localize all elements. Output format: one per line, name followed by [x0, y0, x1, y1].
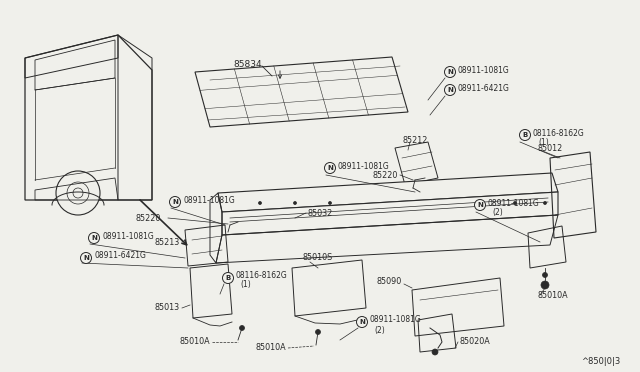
Circle shape	[432, 349, 438, 355]
Text: 85032: 85032	[308, 208, 333, 218]
Text: N: N	[327, 165, 333, 171]
Circle shape	[223, 273, 234, 283]
Circle shape	[541, 281, 549, 289]
Text: 85010A: 85010A	[538, 291, 568, 299]
Text: N: N	[447, 69, 453, 75]
Polygon shape	[218, 173, 558, 212]
Text: 85012: 85012	[538, 144, 563, 153]
Text: 85213: 85213	[155, 237, 180, 247]
Text: 85010A: 85010A	[179, 337, 210, 346]
Circle shape	[474, 199, 486, 211]
Circle shape	[520, 129, 531, 141]
Text: ^850|0|3: ^850|0|3	[580, 357, 620, 366]
Circle shape	[445, 84, 456, 96]
Circle shape	[170, 196, 180, 208]
Circle shape	[324, 163, 335, 173]
Text: N: N	[83, 255, 89, 261]
Circle shape	[316, 330, 321, 334]
Text: 85020A: 85020A	[460, 337, 491, 346]
Text: 08911-1081G: 08911-1081G	[183, 196, 235, 205]
Text: N: N	[477, 202, 483, 208]
Text: 08911-1081G: 08911-1081G	[338, 161, 390, 170]
Text: (2): (2)	[492, 208, 503, 217]
Circle shape	[239, 326, 244, 330]
Text: (2): (2)	[374, 326, 385, 334]
Text: 85212: 85212	[403, 135, 428, 144]
Circle shape	[81, 253, 92, 263]
Text: (1): (1)	[240, 280, 251, 289]
Circle shape	[56, 171, 100, 215]
Text: 08911-6421G: 08911-6421G	[94, 251, 146, 260]
Text: B: B	[522, 132, 527, 138]
Text: 08911-1081G: 08911-1081G	[488, 199, 540, 208]
Circle shape	[328, 202, 332, 205]
Circle shape	[88, 232, 99, 244]
Text: 08911-1081G: 08911-1081G	[458, 65, 509, 74]
Text: 08116-8162G: 08116-8162G	[533, 128, 585, 138]
Text: 85220: 85220	[135, 214, 161, 222]
Text: 08911-1081G: 08911-1081G	[102, 231, 154, 241]
Circle shape	[543, 202, 547, 205]
Text: 85010A: 85010A	[255, 343, 286, 353]
Text: N: N	[172, 199, 178, 205]
Circle shape	[513, 202, 516, 205]
Text: (1): (1)	[538, 138, 548, 147]
Circle shape	[259, 202, 262, 205]
Text: N: N	[91, 235, 97, 241]
Text: 85013: 85013	[155, 304, 180, 312]
Text: 85090: 85090	[377, 278, 402, 286]
Circle shape	[543, 273, 547, 278]
Text: 08116-8162G: 08116-8162G	[236, 272, 288, 280]
Text: 08911-6421G: 08911-6421G	[458, 83, 510, 93]
Text: 08911-1081G: 08911-1081G	[370, 315, 422, 324]
Text: 85010S: 85010S	[303, 253, 333, 263]
Text: N: N	[359, 319, 365, 325]
Circle shape	[445, 67, 456, 77]
Circle shape	[479, 202, 481, 205]
Circle shape	[356, 317, 367, 327]
Text: B: B	[225, 275, 230, 281]
Text: 85834: 85834	[234, 60, 262, 68]
Polygon shape	[222, 192, 558, 235]
Text: 85220: 85220	[372, 170, 398, 180]
Text: N: N	[447, 87, 453, 93]
Circle shape	[294, 202, 296, 205]
